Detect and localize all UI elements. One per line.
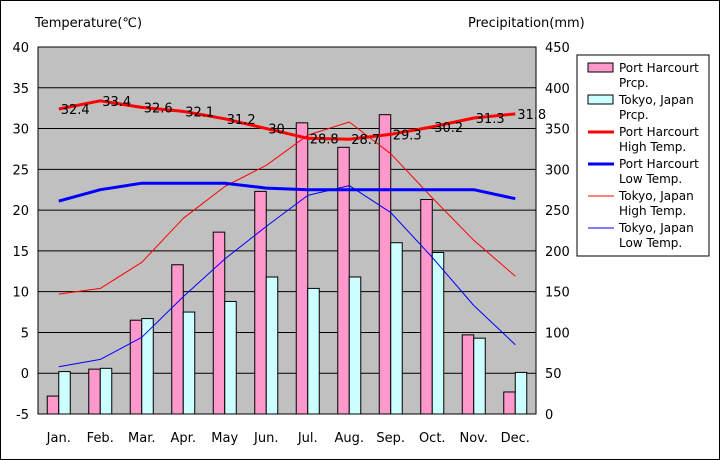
data-label: 32.6 xyxy=(144,101,173,116)
data-label: 28.7 xyxy=(351,133,380,148)
y-right-tick-label: 100 xyxy=(545,326,570,341)
y-right-tick-label: 50 xyxy=(545,367,562,382)
y-left-tick-label: 35 xyxy=(12,82,29,97)
bar xyxy=(378,114,392,415)
bar xyxy=(295,122,309,415)
y-left-tick-label: 40 xyxy=(12,41,29,56)
x-category-label: Aug. xyxy=(334,431,364,446)
x-category-label: Jan. xyxy=(46,431,71,446)
data-label: 28.8 xyxy=(310,132,339,147)
plot-area xyxy=(38,47,536,414)
bar xyxy=(88,368,101,415)
data-label: 29.3 xyxy=(393,128,422,143)
bar xyxy=(129,319,143,415)
legend-label: Tokyo, Japan xyxy=(618,93,694,107)
series-line xyxy=(58,99,516,141)
bar xyxy=(58,371,71,415)
bar xyxy=(46,395,60,415)
series-line xyxy=(58,181,516,203)
legend-label: Tokyo, Japan xyxy=(618,189,694,203)
series-line xyxy=(58,121,516,295)
legend-swatch xyxy=(587,62,614,73)
y-left-tick-label: 20 xyxy=(12,204,29,219)
data-label: 32.1 xyxy=(185,105,214,120)
legend-label: Tokyo, Japan xyxy=(618,221,694,235)
grid-lines xyxy=(38,87,536,374)
bar xyxy=(431,252,445,415)
x-category-label: Sep. xyxy=(376,431,405,446)
legend-label: High Temp. xyxy=(619,140,686,154)
y-right-tick-label: 0 xyxy=(545,408,553,423)
bar xyxy=(171,264,184,415)
data-label: 31.3 xyxy=(476,112,505,127)
bar xyxy=(99,367,113,415)
x-category-label: Jun. xyxy=(253,431,278,446)
bar xyxy=(461,334,475,415)
y-left-tick-label: 25 xyxy=(12,163,29,178)
x-category-label: Apr. xyxy=(171,431,196,446)
plot-border xyxy=(37,46,537,415)
bar xyxy=(503,391,516,415)
data-label: 30 xyxy=(268,123,285,138)
bar xyxy=(212,231,226,415)
legend-label: Prcp. xyxy=(619,76,649,90)
data-labels: 32.4 33.4 32.6 32.1 31.2 30 28.8 28.7 29.3 30.2 31… xyxy=(61,95,546,148)
y-left-tick-label: 10 xyxy=(12,286,29,301)
bar xyxy=(390,242,403,415)
data-label: 31.2 xyxy=(227,113,256,128)
x-category-label: May xyxy=(211,431,238,446)
legend-label: High Temp. xyxy=(619,204,686,218)
y-left-tick-label: 15 xyxy=(12,245,29,260)
x-category-label: Jul. xyxy=(297,431,318,446)
y-right-tick-label: 150 xyxy=(545,286,570,301)
y-left-tick-label: 5 xyxy=(21,326,29,341)
x-category-label: Dec. xyxy=(501,431,530,446)
data-label: 33.4 xyxy=(102,95,131,110)
bar xyxy=(182,311,196,415)
x-category-label: Mar. xyxy=(128,431,155,446)
bar xyxy=(473,337,486,415)
y-axis-right-title: Precipitation(mm) xyxy=(468,16,585,31)
data-label: 32.4 xyxy=(61,103,90,118)
y-left-tick-label: 30 xyxy=(12,123,29,138)
bar xyxy=(224,300,237,415)
bar xyxy=(141,318,154,415)
y-right-tick-label: 200 xyxy=(545,245,570,260)
legend-label: Low Temp. xyxy=(619,172,682,186)
line-series xyxy=(58,99,516,368)
legend-label: Prcp. xyxy=(619,108,649,122)
legend-box xyxy=(576,54,710,257)
y-right-tick-label: 350 xyxy=(545,123,570,138)
legend-label: Port Harcourt xyxy=(619,61,699,75)
legend-label: Port Harcourt xyxy=(619,157,699,171)
series-line xyxy=(58,185,516,368)
y-left-tick-label: -5 xyxy=(16,408,29,423)
y-right-tick-label: 400 xyxy=(545,82,570,97)
x-category-label: Feb. xyxy=(87,431,114,446)
y-left-tick-label: 0 xyxy=(21,367,29,382)
bar-series xyxy=(46,114,528,415)
legend-swatch xyxy=(587,94,614,105)
legend-label: Low Temp. xyxy=(619,236,682,250)
y-right-tick-label: 450 xyxy=(545,41,570,56)
data-label: 30.2 xyxy=(434,121,463,136)
x-category-label: Nov. xyxy=(460,431,489,446)
x-category-label: Oct. xyxy=(419,431,446,446)
y-right-tick-label: 250 xyxy=(545,204,570,219)
bar xyxy=(254,190,267,415)
y-right-tick-label: 300 xyxy=(545,163,570,178)
legend-label: Port Harcourt xyxy=(619,125,699,139)
axis-labels: Temperature(℃) Precipitation(mm) -5 0 5 10 1… xyxy=(12,16,584,446)
data-label: 31.8 xyxy=(517,108,546,123)
bar xyxy=(307,287,320,415)
bar xyxy=(265,276,279,415)
bar xyxy=(420,199,433,415)
bar xyxy=(514,371,528,415)
y-axis-left-title: Temperature(℃) xyxy=(34,16,142,31)
bar xyxy=(348,276,362,415)
